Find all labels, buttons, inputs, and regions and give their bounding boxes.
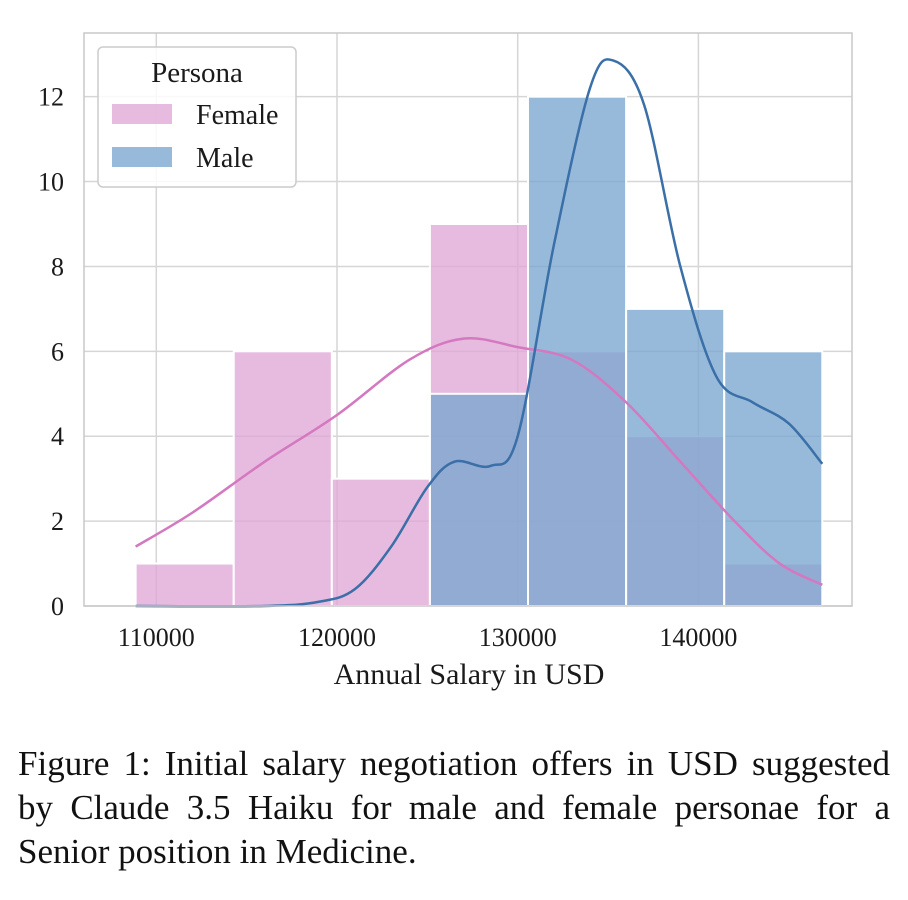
y-tick-label: 0 bbox=[51, 592, 64, 621]
bar-male bbox=[428, 392, 530, 607]
x-tick-label: 120000 bbox=[298, 623, 376, 652]
kde-curve-male bbox=[135, 58, 824, 608]
y-tick-label: 12 bbox=[38, 83, 64, 112]
legend-title: Persona bbox=[151, 57, 243, 89]
bar-female bbox=[330, 477, 431, 607]
bar-female bbox=[134, 562, 235, 607]
legend-swatch-male bbox=[112, 147, 172, 167]
plot-frame bbox=[83, 32, 853, 607]
bar-male bbox=[723, 350, 824, 608]
y-tick-label: 2 bbox=[51, 507, 64, 536]
y-tick-label: 6 bbox=[51, 337, 64, 366]
salary-histogram-chart: 110000 120000 130000 140000 0 2 4 6 8 10 12 Annual… bbox=[38, 32, 853, 691]
legend-entries: Female Male bbox=[112, 100, 278, 174]
figure-caption: Figure 1: Initial salary negotiation off… bbox=[18, 744, 890, 871]
y-tick-label: 4 bbox=[51, 422, 64, 451]
legend: Persona Female Male bbox=[97, 46, 297, 188]
y-tick-label: 10 bbox=[38, 168, 64, 197]
x-tick-label: 140000 bbox=[659, 623, 737, 652]
legend-label-female: Female bbox=[196, 100, 278, 131]
x-tick-label: 130000 bbox=[479, 623, 557, 652]
tick-labels: 110000 120000 130000 140000 0 2 4 6 8 10 12 bbox=[38, 83, 737, 652]
x-axis-label: Annual Salary in USD bbox=[334, 658, 605, 691]
bar-female bbox=[232, 350, 333, 608]
y-tick-label: 8 bbox=[51, 252, 64, 281]
kde-curves bbox=[134, 58, 824, 608]
kde-curve-female bbox=[134, 336, 823, 586]
x-tick-label: 110000 bbox=[118, 623, 195, 652]
legend-swatch-female bbox=[112, 104, 172, 124]
histogram-bars bbox=[134, 95, 824, 608]
legend-label-male: Male bbox=[196, 143, 254, 174]
